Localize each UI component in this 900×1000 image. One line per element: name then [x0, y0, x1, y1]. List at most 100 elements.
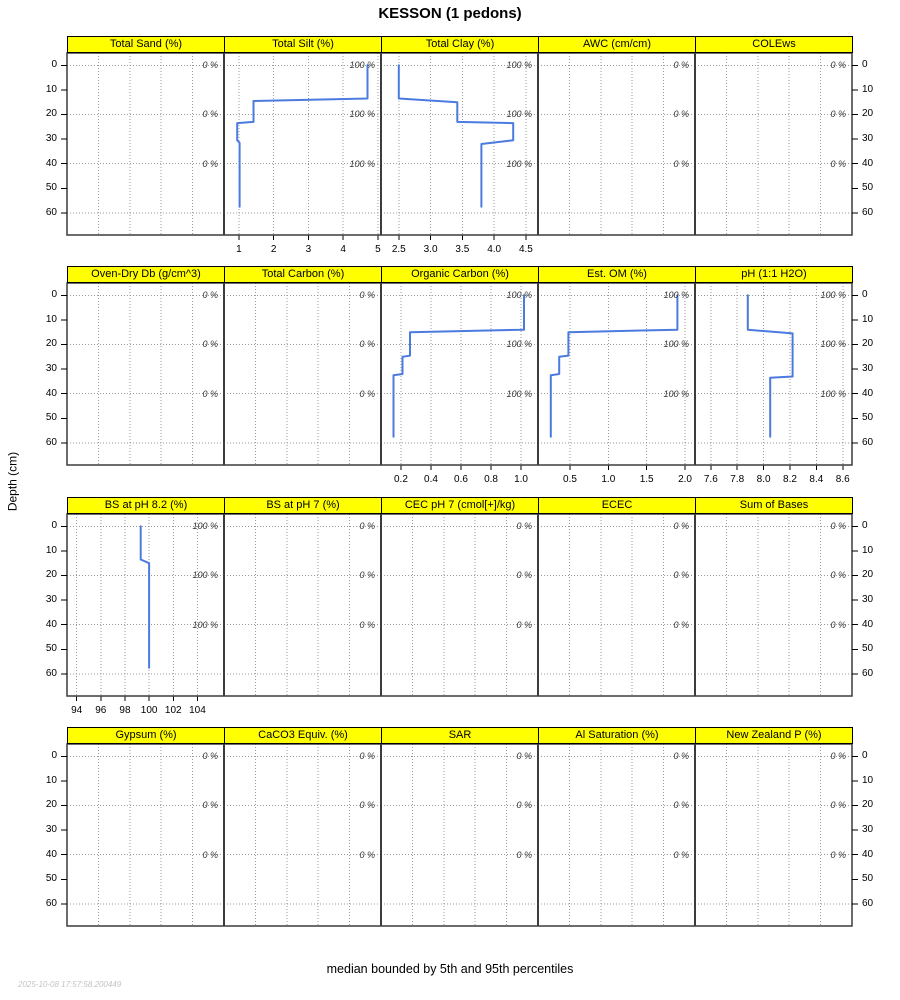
contributing-fraction-label: 100 % — [820, 388, 846, 399]
panel-strip: BS at pH 7 (%) — [224, 497, 382, 514]
contributing-fraction-label: 0 % — [673, 751, 689, 762]
contributing-fraction-label: 100 % — [349, 109, 375, 120]
contributing-fraction-label: 0 % — [359, 800, 375, 811]
x-tick-label: 7.8 — [730, 474, 745, 485]
depth-tick-label: 20 — [45, 569, 57, 581]
contributing-fraction-label: 0 % — [516, 570, 532, 581]
depth-tick-label: 50 — [862, 873, 874, 885]
panel-title: Total Clay (%) — [425, 38, 495, 50]
x-tick-label: 94 — [71, 705, 83, 716]
panel-title: Total Sand (%) — [109, 38, 183, 50]
contributing-fraction-label: 0 % — [359, 388, 375, 399]
depth-tick-label: 30 — [45, 363, 57, 375]
panel-strip: ECEC — [538, 497, 696, 514]
x-tick-label: 8.4 — [809, 474, 824, 485]
contributing-fraction-label: 0 % — [516, 521, 532, 532]
depth-tick-label: 30 — [45, 594, 57, 606]
panel-title: Sum of Bases — [739, 499, 809, 511]
depth-tick-label: 30 — [45, 824, 57, 836]
panel-strip: CaCO3 Equiv. (%) — [224, 727, 382, 744]
contributing-fraction-label: 0 % — [202, 849, 218, 860]
timestamp-watermark: 2025-10-08 17:57:58.200449 — [18, 980, 122, 989]
contributing-fraction-label: 0 % — [673, 158, 689, 169]
x-tick-label: 4 — [340, 244, 346, 255]
panel-strip: Al Saturation (%) — [538, 727, 696, 744]
depth-tick-label: 0 — [51, 520, 57, 532]
depth-tick-label: 60 — [45, 436, 57, 448]
depth-tick-label: 20 — [862, 108, 874, 120]
depth-tick-label: 60 — [45, 667, 57, 679]
contributing-fraction-label: 0 % — [830, 751, 846, 762]
x-tick-label: 1.0 — [514, 474, 528, 485]
contributing-fraction-label: 100 % — [663, 388, 689, 399]
depth-tick-label: 40 — [45, 618, 57, 630]
x-tick-label: 102 — [164, 705, 182, 716]
x-tick-label: 2.0 — [678, 474, 692, 485]
depth-tick-label: 40 — [862, 157, 874, 169]
depth-tick-label: 30 — [862, 824, 874, 836]
contributing-fraction-label: 0 % — [359, 339, 375, 350]
contributing-fraction-label: 0 % — [673, 849, 689, 860]
x-tick-label: 0.2 — [394, 474, 408, 485]
depth-tick-label: 10 — [862, 774, 874, 786]
x-tick-label: 0.5 — [563, 474, 577, 485]
contributing-fraction-label: 0 % — [359, 751, 375, 762]
contributing-fraction-label: 100 % — [506, 60, 532, 71]
panel-strip: Gypsum (%) — [67, 727, 225, 744]
panel-border — [66, 52, 853, 236]
panel-title: AWC (cm/cm) — [582, 38, 652, 50]
depth-tick-label: 40 — [45, 848, 57, 860]
contributing-fraction-label: 100 % — [506, 388, 532, 399]
depth-tick-label: 10 — [45, 544, 57, 556]
depth-tick-label: 0 — [51, 750, 57, 762]
panel-title: Total Silt (%) — [272, 38, 334, 50]
contributing-fraction-label: 0 % — [202, 339, 218, 350]
profile-line — [392, 294, 525, 438]
profile-line — [549, 294, 679, 438]
depth-tick-label: 60 — [862, 897, 874, 909]
x-tick-label: 0.6 — [454, 474, 468, 485]
x-tick-label: 8.2 — [783, 474, 797, 485]
depth-tick-label: 50 — [45, 182, 57, 194]
panel-title: CEC pH 7 (cmol[+]/kg) — [404, 499, 516, 511]
depth-tick-label: 20 — [45, 799, 57, 811]
panel-title: Organic Carbon (%) — [411, 268, 509, 280]
contributing-fraction-label: 100 % — [506, 158, 532, 169]
panel-strip: Total Carbon (%) — [224, 266, 382, 283]
contributing-fraction-label: 0 % — [516, 751, 532, 762]
panel-strip: pH (1:1 H2O) — [695, 266, 853, 283]
panel-title: New Zealand P (%) — [726, 729, 822, 741]
contributing-fraction-label: 0 % — [830, 158, 846, 169]
depth-tick-label: 50 — [862, 182, 874, 194]
panel-title: BS at pH 7 (%) — [266, 499, 340, 511]
contributing-fraction-label: 0 % — [202, 109, 218, 120]
contributing-fraction-label: 0 % — [830, 521, 846, 532]
contributing-fraction-label: 0 % — [359, 619, 375, 630]
profile-line — [746, 294, 794, 438]
contributing-fraction-label: 0 % — [673, 521, 689, 532]
contributing-fraction-label: 0 % — [830, 619, 846, 630]
figure-title: KESSON (1 pedons) — [378, 5, 522, 22]
x-tick-label: 3.0 — [423, 244, 438, 255]
panel-border — [66, 282, 853, 466]
depth-tick-label: 10 — [862, 313, 874, 325]
depth-tick-label: 20 — [862, 569, 874, 581]
contributing-fraction-label: 100 % — [349, 60, 375, 71]
contributing-fraction-label: 0 % — [202, 158, 218, 169]
x-tick-label: 0.8 — [484, 474, 498, 485]
profile-line — [139, 525, 151, 669]
x-tick-label: 8.0 — [756, 474, 771, 485]
contributing-fraction-label: 0 % — [830, 849, 846, 860]
depth-tick-label: 0 — [862, 520, 868, 532]
x-tick-label: 7.6 — [703, 474, 718, 485]
panel-title: SAR — [448, 729, 472, 741]
panel-strip: Total Silt (%) — [224, 36, 382, 53]
contributing-fraction-label: 0 % — [830, 570, 846, 581]
depth-tick-label: 60 — [45, 897, 57, 909]
contributing-fraction-label: 0 % — [359, 570, 375, 581]
panel-title: COLEws — [752, 38, 796, 50]
panel-title: Oven-Dry Db (g/cm^3) — [91, 268, 201, 280]
panel-title: Est. OM (%) — [587, 268, 647, 280]
contributing-fraction-label: 0 % — [516, 619, 532, 630]
contributing-fraction-label: 0 % — [202, 290, 218, 301]
